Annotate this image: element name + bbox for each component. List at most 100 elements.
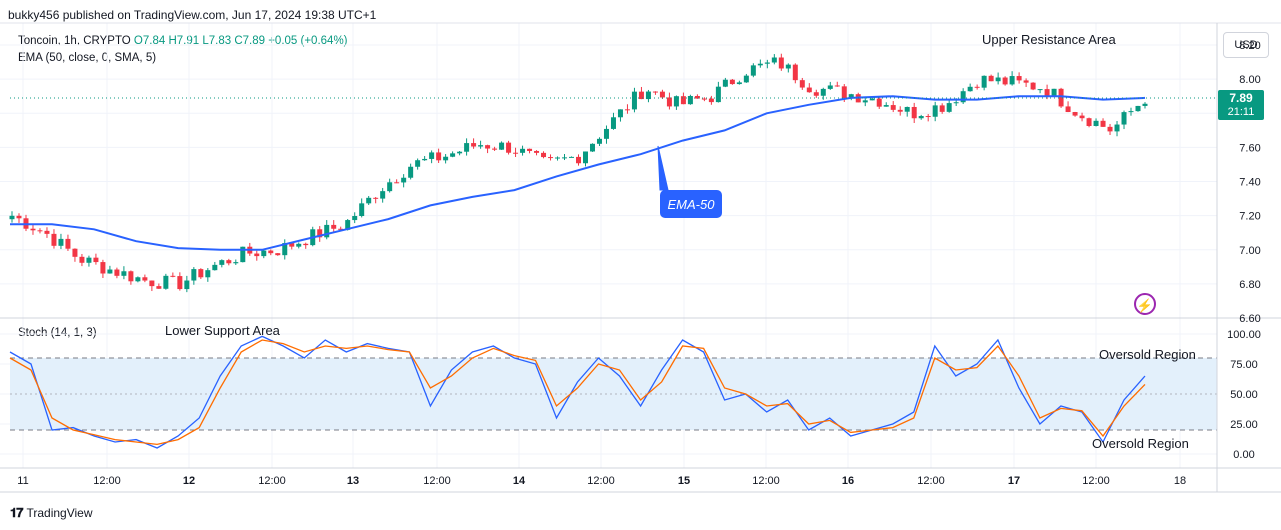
stoch-k-line: [9, 335, 1146, 449]
candle-body: [156, 286, 162, 289]
candle-body: [366, 197, 372, 204]
candle-body: [387, 182, 393, 192]
candle-body: [1002, 77, 1008, 85]
candle-body: [289, 243, 295, 247]
candle-body: [820, 88, 826, 96]
candle-body: [443, 156, 449, 161]
candle-body: [715, 86, 721, 103]
candle-body: [450, 153, 456, 157]
candle-body: [219, 260, 225, 265]
y-tick-label: 6.60: [1239, 313, 1260, 325]
candle-body: [268, 250, 274, 254]
candle-body: [485, 145, 491, 149]
candle-body: [1044, 89, 1050, 96]
x-tick-label: 12:00: [93, 475, 121, 487]
candle-body: [890, 105, 896, 110]
candle-body: [925, 116, 931, 118]
tradingview-logo-icon[interactable]: 𝟏𝟕: [10, 505, 24, 520]
stoch-d-line: [9, 339, 1146, 446]
ohlc-close: C7.89: [234, 35, 266, 47]
price-tag-value: 7.89: [1229, 91, 1253, 105]
currency-button[interactable]: USD: [1223, 32, 1269, 58]
candle-body: [624, 109, 630, 111]
candle-body: [296, 243, 302, 247]
candle-body: [282, 243, 288, 256]
candle-body: [799, 80, 805, 88]
candle-body: [939, 105, 945, 112]
candle-body: [107, 269, 113, 274]
y-tick-label: 8.20: [1239, 40, 1260, 52]
candle-body: [359, 203, 365, 216]
candle-body: [65, 238, 71, 249]
x-tick-label: 14: [513, 475, 526, 487]
candle-body: [771, 57, 777, 63]
x-tick-label: 12:00: [258, 475, 286, 487]
lightning-icon[interactable]: ⚡: [1134, 293, 1156, 315]
candle-body: [722, 79, 728, 87]
candle-body: [79, 256, 85, 263]
candle-body: [471, 143, 477, 147]
x-tick-label: 17: [1008, 475, 1020, 487]
x-tick-label: 16: [842, 475, 854, 487]
candle-body: [16, 215, 22, 219]
candle-body: [1142, 103, 1148, 106]
footer-brand[interactable]: TradingView: [26, 506, 93, 520]
candle-body: [380, 191, 386, 199]
candle-body: [352, 215, 358, 221]
ohlc-open: O7.84: [133, 35, 166, 47]
candle-body: [1128, 111, 1134, 113]
candle-body: [240, 246, 246, 263]
candle-body: [659, 91, 665, 98]
candle-body: [967, 86, 973, 92]
candle-body: [331, 224, 337, 229]
candle-body: [72, 248, 78, 257]
candle-body: [1079, 115, 1085, 119]
candle-body: [603, 128, 609, 139]
symbol-name[interactable]: Toncoin, 1h, CRYPTO: [18, 35, 131, 47]
ohlc-change: +0.05 (+0.64%): [268, 35, 348, 47]
candle-body: [1009, 76, 1015, 85]
candle-body: [261, 250, 267, 257]
candle-body: [415, 160, 421, 167]
x-tick-label: 12:00: [1082, 475, 1110, 487]
price-tag-countdown: 21:11: [1228, 106, 1255, 118]
candle-body: [701, 98, 707, 100]
x-tick-label: 12:00: [917, 475, 945, 487]
candle-body: [422, 158, 428, 161]
candle-body: [520, 148, 526, 153]
candle-body: [303, 243, 309, 246]
ema-legend[interactable]: EMA (50, close, 0, SMA, 5): [18, 52, 157, 64]
y-tick-label: 6.80: [1239, 279, 1260, 291]
candle-body: [841, 86, 847, 99]
candle-body: [680, 96, 686, 105]
candle-body: [142, 277, 148, 281]
candles-layer: [9, 53, 1148, 293]
stoch-legend[interactable]: Stoch (14, 1, 3): [18, 327, 97, 339]
candle-body: [981, 75, 987, 88]
candle-body: [233, 262, 239, 264]
y-tick-label: 7.00: [1239, 245, 1260, 257]
stoch-layer: [9, 335, 1146, 449]
candle-body: [673, 96, 679, 107]
candle-body: [555, 157, 561, 159]
candle-body: [394, 182, 400, 184]
candle-body: [708, 98, 714, 103]
candle-body: [995, 77, 1001, 82]
candle-body: [946, 103, 952, 112]
candle-body: [478, 145, 484, 147]
x-tick-label: 12: [183, 475, 195, 487]
candle-body: [100, 262, 106, 274]
stoch-tick-label: 75.00: [1230, 359, 1258, 371]
ema-callout-box: [660, 190, 722, 218]
x-tick-label: 18: [1174, 475, 1186, 487]
candle-body: [806, 87, 812, 93]
ohlc-low: L7.83: [202, 35, 232, 47]
candle-body: [638, 91, 644, 100]
candle-body: [757, 63, 763, 66]
candle-body: [1086, 118, 1092, 126]
candle-body: [764, 62, 770, 64]
candle-body: [631, 91, 637, 110]
candle-body: [345, 220, 351, 230]
candle-body: [212, 264, 218, 271]
